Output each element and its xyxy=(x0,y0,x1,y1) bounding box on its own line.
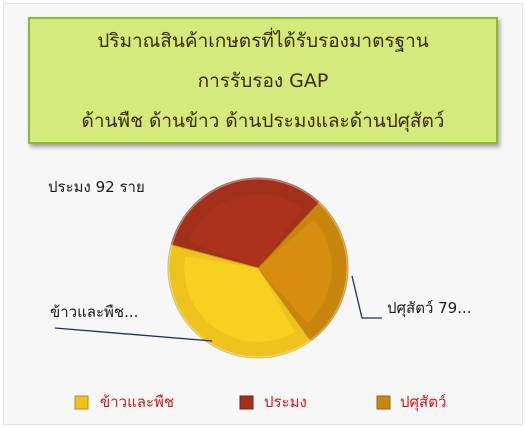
legend-swatch-rice-plant xyxy=(74,395,89,410)
pie-rim xyxy=(166,176,350,360)
legend-label-fishery: ประมง xyxy=(264,393,307,411)
data-label-livestock: ปศุสัตว์ 79... xyxy=(387,299,472,318)
leader-line-livestock xyxy=(351,275,382,319)
pie-slice-highlight-livestock xyxy=(258,219,332,323)
chart-title-line-2: การรับรอง GAP xyxy=(197,69,329,92)
pie-slice-highlight-rice-plant xyxy=(184,256,295,342)
data-label-rice-plant: ข้าวและพืช... xyxy=(50,303,138,321)
legend-label-rice-plant: ข้าวและพืช xyxy=(100,393,174,411)
legend: ข้าวและพืช ประมง ปศุสัตว์ xyxy=(74,393,446,412)
data-label-fishery: ประมง 92 ราย xyxy=(48,178,145,196)
chart-title-line-1: ปริมาณสินค้าเกษตรที่ได้รับรองมาตรฐาน xyxy=(97,29,429,52)
chart-title-line-3: ด้านพืช ด้านข้าว ด้านประมงและด้านปศุสัตว… xyxy=(81,109,445,132)
pie-slice-highlight-fishery xyxy=(189,194,303,268)
leader-line-rice-plant xyxy=(54,327,213,342)
legend-swatch-fishery xyxy=(239,395,254,410)
legend-swatch-livestock xyxy=(376,395,391,410)
chart-title-box: ปริมาณสินค้าเกษตรที่ได้รับรองมาตรฐาน การ… xyxy=(28,17,498,144)
legend-label-livestock: ปศุสัตว์ xyxy=(400,393,446,412)
